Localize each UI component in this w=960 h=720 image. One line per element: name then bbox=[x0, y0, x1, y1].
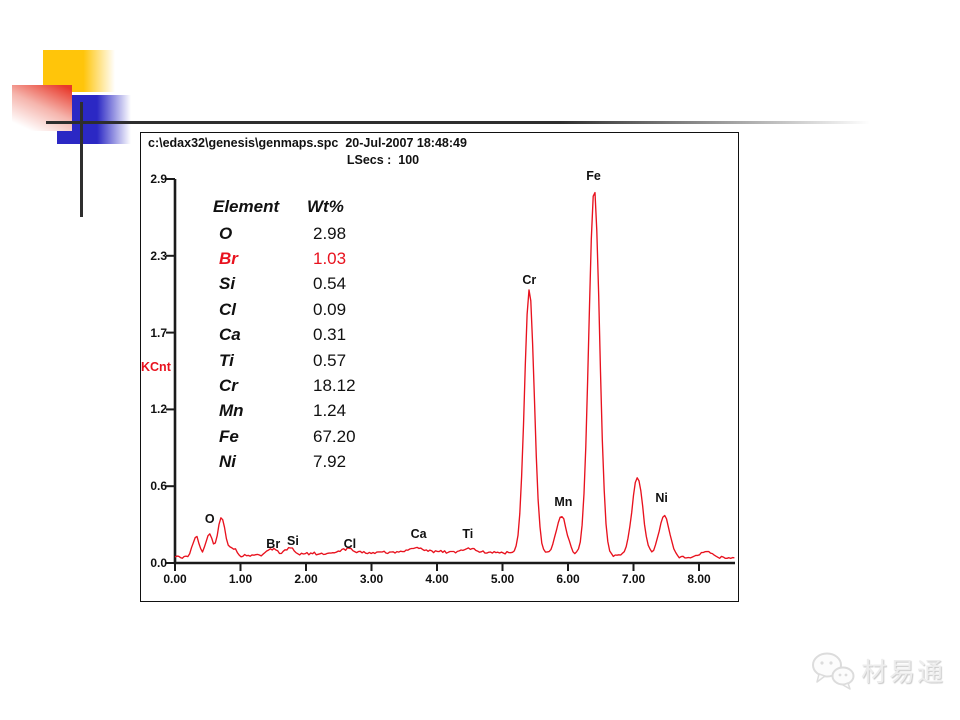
element-wt-value: Wt% bbox=[307, 197, 344, 216]
element-table-row: Br 1.03 bbox=[213, 246, 356, 271]
spectrum-file-header: c:\edax32\genesis\genmaps.spc 20-Jul-200… bbox=[148, 136, 467, 150]
element-wt-value: 7.92 bbox=[313, 452, 347, 472]
element-wt-value: 67.20 bbox=[313, 426, 356, 446]
element-wt-value: 18.12 bbox=[313, 376, 356, 396]
spectrum-lsecs-label: LSecs : 100 bbox=[346, 153, 420, 167]
element-table-row: Ni 7.92 bbox=[213, 450, 356, 475]
element-wt-value: 0.31 bbox=[313, 325, 347, 345]
element-table-row: Cl 0.09 bbox=[213, 297, 356, 322]
watermark-text: 材易通 bbox=[861, 656, 946, 687]
decoration-vertical-line bbox=[80, 102, 83, 217]
element-table-row: Ca 0.31 bbox=[213, 323, 356, 348]
element-symbol: Cl bbox=[219, 299, 236, 319]
element-table-row: Ti 0.57 bbox=[213, 348, 356, 373]
decoration-red-square bbox=[12, 85, 72, 131]
watermark: 材易通 bbox=[810, 650, 945, 690]
element-table-row: Cr 18.12 bbox=[213, 373, 356, 398]
element-table-row: Mn 1.24 bbox=[213, 399, 356, 424]
element-wt-value: 1.03 bbox=[313, 249, 347, 269]
element-table-row: O 2.98 bbox=[213, 221, 356, 246]
eds-spectrum-panel: c:\edax32\genesis\genmaps.spc 20-Jul-200… bbox=[140, 132, 739, 602]
element-table-header: Element Wt% bbox=[213, 193, 356, 221]
element-symbol: Ni bbox=[219, 452, 236, 472]
element-symbol: Cr bbox=[219, 376, 238, 396]
spectrum-plot bbox=[166, 178, 735, 571]
element-table-row: Si 0.54 bbox=[213, 272, 356, 297]
element-wt-value: 2.98 bbox=[313, 223, 347, 243]
element-symbol: Ti bbox=[219, 350, 234, 370]
chat-bubbles-icon bbox=[812, 652, 855, 690]
element-wt-value: 0.54 bbox=[313, 274, 347, 294]
element-symbol: Fe bbox=[219, 426, 239, 446]
element-symbol: Mn bbox=[219, 401, 244, 421]
element-symbol: Br bbox=[219, 249, 238, 269]
element-wt-value: 0.09 bbox=[313, 299, 347, 319]
element-symbol: Si bbox=[219, 274, 236, 294]
element-symbol: Element bbox=[213, 197, 280, 216]
element-table: Element Wt% O 2.98 Br 1.03 Si 0.54 Cl 0.09 Ca 0.31 T… bbox=[213, 193, 356, 475]
element-table-row: Fe 67.20 bbox=[213, 424, 356, 449]
element-wt-value: 1.24 bbox=[313, 401, 347, 421]
decoration-horizontal-line bbox=[46, 121, 932, 124]
y-axis-unit-label: KCnt bbox=[141, 360, 171, 374]
element-wt-value: 0.57 bbox=[313, 350, 347, 370]
element-symbol: O bbox=[219, 223, 233, 243]
element-symbol: Ca bbox=[219, 325, 241, 345]
